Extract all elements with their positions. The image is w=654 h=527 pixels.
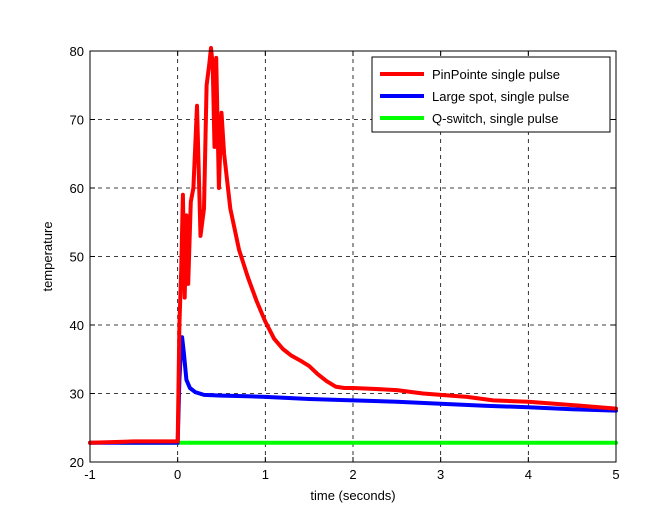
x-tick-label: 4 [525, 467, 532, 482]
y-tick-label: 40 [70, 318, 84, 333]
y-tick-label: 50 [70, 250, 84, 265]
legend: PinPointe single pulse Large spot, single… [371, 56, 611, 133]
legend-entry: PinPointe single pulse [432, 67, 560, 82]
y-tick-label: 30 [70, 387, 84, 402]
y-tick-label: 20 [70, 455, 84, 470]
x-axis-label: time (seconds) [310, 488, 395, 503]
axis-ticks [89, 50, 617, 463]
y-tick-label: 80 [70, 44, 84, 59]
x-tick-label: 1 [262, 467, 269, 482]
x-tick-label: 5 [612, 467, 619, 482]
x-tick-label: -1 [84, 467, 96, 482]
x-tick-label: 2 [349, 467, 356, 482]
y-tick-label: 60 [70, 181, 84, 196]
x-tick-label: 3 [437, 467, 444, 482]
tick-labels: -1 0 1 2 3 4 5 20 30 40 50 60 70 80 [70, 44, 620, 482]
y-tick-label: 70 [70, 113, 84, 128]
series-line [88, 46, 618, 445]
series-lines [88, 46, 618, 445]
x-tick-label: 0 [174, 467, 181, 482]
y-axis-label: temperature [40, 221, 55, 291]
legend-entry: Large spot, single pulse [432, 89, 569, 104]
legend-entry: Q-switch, single pulse [432, 111, 558, 126]
